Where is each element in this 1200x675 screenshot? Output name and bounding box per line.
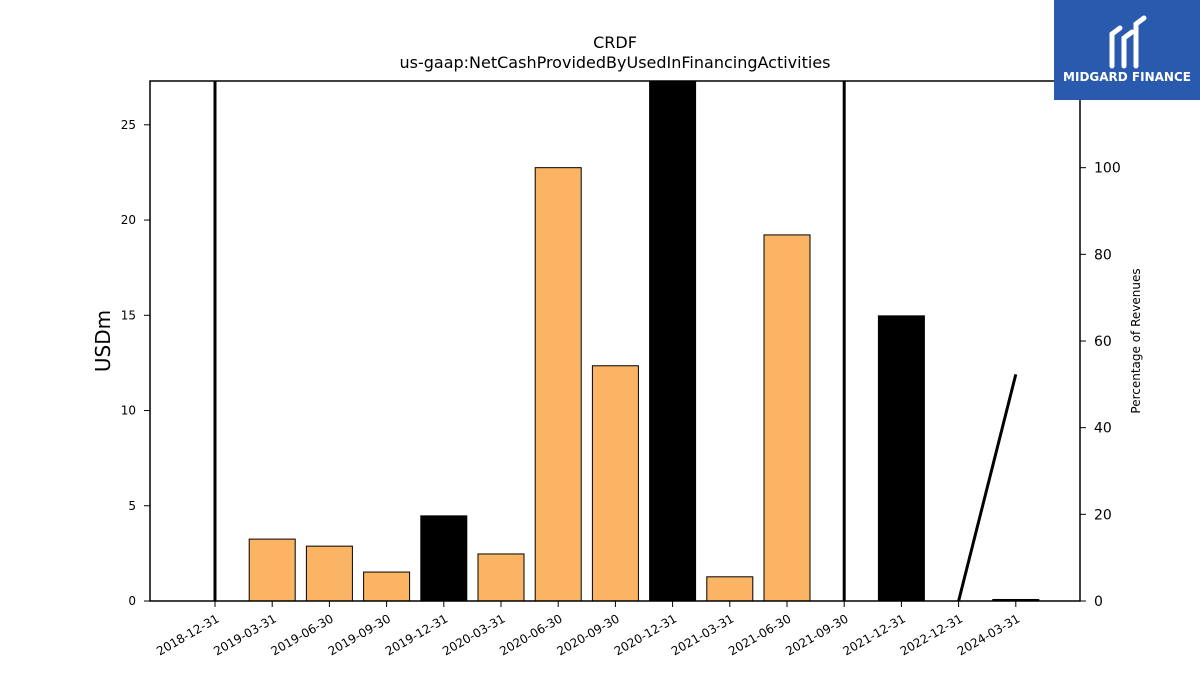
x-tick-label: 2019-09-30	[326, 611, 393, 658]
y2-tick-label: 80	[1094, 247, 1112, 263]
x-tick-label: 2019-12-31	[383, 611, 450, 658]
x-tick-label: 2020-12-31	[612, 611, 679, 658]
percentage-line-segment-2	[957, 373, 1018, 602]
chart-title: CRDF	[593, 33, 637, 52]
x-tick-label: 2020-03-31	[440, 611, 507, 658]
y2-tick-label: 60	[1094, 334, 1112, 350]
y-tick-label: 10	[121, 404, 136, 418]
y-tick-label: 15	[121, 308, 136, 322]
x-axis: 2018-12-312019-03-312019-06-302019-09-30…	[154, 601, 1022, 658]
bar-2019-12-31	[420, 515, 468, 602]
x-tick-label: 2021-03-31	[669, 611, 736, 658]
y2-tick-label: 40	[1094, 421, 1112, 437]
y2-tick-label: 100	[1094, 161, 1121, 177]
y2-tick-label: 0	[1094, 594, 1103, 610]
logo-mark-icon	[1109, 15, 1147, 69]
company-logo: MIDGARD FINANCE	[1054, 0, 1200, 100]
x-tick-label: 2021-09-30	[783, 611, 850, 658]
bar-2020-06-30	[534, 167, 582, 602]
x-tick-label: 2019-06-30	[268, 611, 335, 658]
y-tick-label: 25	[121, 118, 136, 132]
chart-subtitle: us-gaap:NetCashProvidedByUsedInFinancing…	[399, 53, 830, 72]
x-tick-label: 2021-06-30	[726, 611, 793, 658]
x-tick-label: 2024-03-31	[955, 611, 1022, 658]
bar-2020-12-31	[649, 80, 697, 602]
y-axis-left: 0 5 10 15 20 25	[121, 118, 150, 608]
bar-2021-03-31	[706, 576, 754, 602]
bar-2019-09-30	[363, 571, 411, 602]
y-axis-right: 0 20 40 60 80 100	[1080, 161, 1121, 610]
bars-layer	[248, 80, 1040, 602]
bar-2020-03-31	[477, 553, 525, 602]
y-tick-label: 5	[128, 499, 136, 513]
bar-2019-03-31	[248, 538, 296, 602]
lines-layer	[213, 81, 1018, 602]
bar-2021-06-30	[763, 234, 811, 602]
y-axis-label: USDm	[91, 310, 115, 372]
bar-2021-12-31	[877, 315, 925, 602]
y2-axis-label: Percentage of Revenues	[1129, 268, 1143, 413]
logo-text: MIDGARD FINANCE	[1063, 70, 1191, 84]
x-tick-label: 2018-12-31	[154, 611, 221, 658]
x-tick-label: 2020-06-30	[497, 611, 564, 658]
x-tick-label: 2019-03-31	[211, 611, 278, 658]
bar-2019-06-30	[305, 545, 353, 602]
x-tick-label: 2021-12-31	[840, 611, 907, 658]
x-tick-label: 2020-09-30	[554, 611, 621, 658]
y-tick-label: 0	[128, 594, 136, 608]
y2-tick-label: 20	[1094, 507, 1112, 523]
y-tick-label: 20	[121, 213, 136, 227]
bar-2020-09-30	[591, 365, 639, 602]
x-tick-label: 2022-12-31	[898, 611, 965, 658]
